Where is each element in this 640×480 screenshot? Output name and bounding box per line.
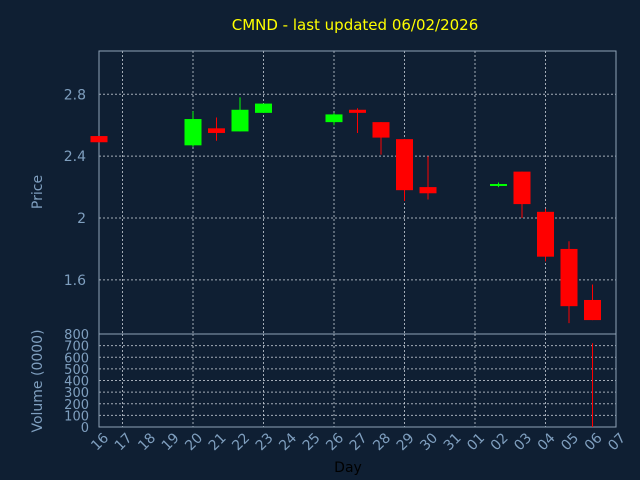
x-tick-label: 30 <box>417 430 441 454</box>
volume-tick-label: 700 <box>64 340 89 355</box>
x-tick-label: 24 <box>276 430 300 454</box>
x-tick-label: 26 <box>323 430 347 454</box>
price-tick-label: 2.8 <box>64 87 86 103</box>
x-tick-label: 05 <box>558 430 582 454</box>
x-tick-label: 07 <box>605 430 629 454</box>
x-tick-label: 25 <box>300 430 324 454</box>
x-tick-label: 18 <box>135 430 159 454</box>
candle-body <box>325 114 343 123</box>
x-tick-label: 28 <box>370 430 394 454</box>
volume-tick-label: 200 <box>64 398 89 413</box>
x-tick-label: 20 <box>182 430 206 454</box>
volume-tick-label: 0 <box>81 421 89 436</box>
candle-body <box>396 139 413 191</box>
x-tick-label: 06 <box>582 430 606 454</box>
volume-tick-label: 500 <box>64 363 89 378</box>
candle-body <box>490 183 507 186</box>
price-tick-label: 1.6 <box>64 273 86 289</box>
volume-axis-label: Volume (0000) <box>30 329 46 432</box>
candle-body <box>513 171 531 205</box>
x-tick-label: 04 <box>535 430 559 454</box>
candle-body <box>349 109 366 113</box>
x-tick-label: 27 <box>347 430 371 454</box>
candle-body <box>208 128 225 133</box>
x-tick-label: 02 <box>488 430 512 454</box>
volume-tick-label: 600 <box>64 351 89 366</box>
volume-tick-label: 400 <box>64 375 89 390</box>
chart-title: CMND - last updated 06/02/2026 <box>232 16 479 34</box>
x-tick-label: 31 <box>441 430 465 454</box>
volume-tick-label: 300 <box>64 386 89 401</box>
volume-frame <box>98 333 617 428</box>
price-panel: 1.6 2 2.4 2.8 <box>64 50 617 335</box>
x-tick-label: 17 <box>112 430 136 454</box>
x-tick-label: 19 <box>159 430 183 454</box>
price-axis-label: Price <box>30 175 46 209</box>
x-axis-label: Day <box>334 460 362 476</box>
x-tick-label: 23 <box>253 430 277 454</box>
price-tick-label: 2.4 <box>64 149 86 165</box>
candle-body <box>231 109 249 132</box>
candle-body <box>537 211 554 257</box>
x-tick-label: 16 <box>88 430 112 454</box>
volume-tick-label: 800 <box>64 328 89 343</box>
x-tick-label: 22 <box>229 430 253 454</box>
price-tick-label: 2 <box>77 211 86 227</box>
volume-tick-label: 100 <box>64 409 89 424</box>
x-tick-label: 29 <box>394 430 418 454</box>
price-frame <box>98 50 617 335</box>
candle-body <box>184 119 202 146</box>
candle-body <box>255 103 272 113</box>
candle-body <box>372 122 390 138</box>
x-tick-label: 03 <box>511 430 535 454</box>
candle-body <box>584 299 601 321</box>
candle-body <box>419 187 437 194</box>
x-tick-label: 01 <box>464 430 488 454</box>
x-tick-label: 21 <box>206 430 230 454</box>
candle-body <box>560 248 578 307</box>
candle-body <box>90 136 108 143</box>
